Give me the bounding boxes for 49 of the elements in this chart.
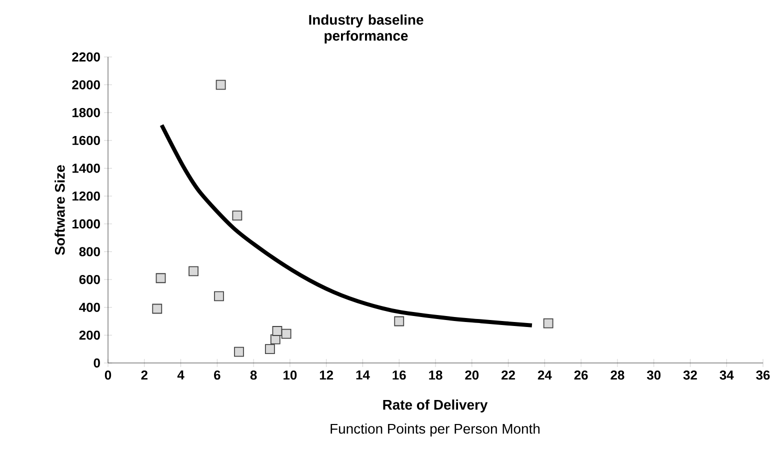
point — [156, 273, 166, 284]
y-tick-label: 200 — [79, 330, 100, 340]
x-tick-label: 14 — [356, 370, 370, 380]
x-tick-label: 20 — [465, 370, 479, 380]
x-tick-label: 12 — [320, 370, 334, 380]
point — [394, 316, 404, 326]
y-axis-title: Software Size — [54, 165, 65, 255]
x-tick-label: 6 — [214, 370, 220, 380]
x-axis-title: Rate of Delivery — [383, 399, 488, 412]
y-tick-label: 1800 — [72, 108, 100, 118]
y-tick-label: 2000 — [72, 80, 100, 90]
x-tick-label: 4 — [177, 370, 184, 380]
x-tick-label: 18 — [429, 370, 442, 380]
x-tick-label: 34 — [720, 370, 734, 380]
point — [188, 266, 198, 276]
x-tick-label: 10 — [284, 370, 297, 380]
point — [264, 344, 275, 354]
y-tick-label: 800 — [79, 247, 100, 256]
text: Function Points per Person Month — [330, 423, 540, 436]
y-tick-label: 0 — [94, 358, 100, 368]
y-tick-label: 1200 — [72, 191, 100, 201]
x-tick-label: 22 — [502, 370, 515, 380]
chart-title: Industry baseline performance — [309, 14, 424, 44]
x-tick-label: 8 — [250, 370, 257, 380]
x-tick-label: 2 — [141, 370, 148, 380]
point — [214, 291, 224, 302]
x-tick-label: 28 — [610, 370, 624, 380]
y-tick-label: 400 — [79, 302, 100, 312]
x-tick-label: 36 — [756, 370, 770, 380]
y-tick-label: 1400 — [72, 164, 100, 173]
x-tick-label: 16 — [392, 370, 406, 380]
line-series — [160, 123, 534, 328]
point — [234, 346, 244, 357]
point — [272, 326, 282, 336]
point — [281, 328, 292, 339]
y-tick-label: 2200 — [72, 52, 100, 62]
x-tick-label: 26 — [574, 370, 588, 380]
x-tick-label: 32 — [683, 370, 697, 380]
x-tick-label: 0 — [104, 370, 112, 380]
point — [152, 304, 162, 314]
y-tick-label: 600 — [79, 274, 100, 284]
point — [232, 210, 242, 220]
x-tick-label: 24 — [538, 370, 552, 380]
point — [270, 334, 280, 344]
point — [216, 80, 226, 90]
y-tick-label: 1000 — [72, 219, 100, 228]
x-tick-label: 30 — [646, 370, 661, 380]
y-tick-label: 1600 — [72, 136, 100, 146]
point — [543, 318, 554, 328]
